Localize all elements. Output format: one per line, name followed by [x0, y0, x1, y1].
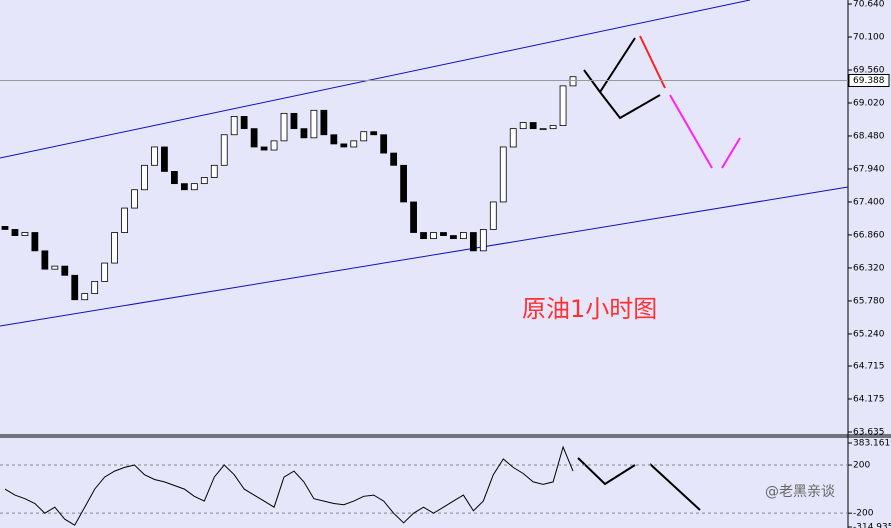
- candle: [180, 183, 188, 191]
- y-tick-label: 70.640: [853, 0, 885, 10]
- candle: [330, 134, 338, 145]
- candle: [161, 146, 168, 172]
- candle: [11, 229, 19, 236]
- candle: [499, 146, 507, 203]
- candle: [300, 128, 308, 139]
- arrows: [577, 35, 741, 511]
- candle: [121, 207, 128, 233]
- y-tick-label: 67.400: [853, 197, 885, 207]
- candle: [101, 262, 109, 282]
- y-tick-label: 65.240: [853, 329, 885, 339]
- candle: [31, 232, 39, 252]
- candle: [230, 116, 238, 136]
- candle: [190, 183, 198, 191]
- last-price-box: [848, 73, 890, 87]
- y-tick-label: 70.100: [853, 32, 885, 42]
- candle: [479, 229, 487, 252]
- candle: [81, 293, 89, 301]
- candle: [340, 143, 348, 148]
- y-tick-label: 66.860: [853, 230, 885, 240]
- candle: [469, 232, 477, 252]
- candle: [420, 232, 427, 240]
- candle: [1, 226, 9, 230]
- candle: [290, 112, 298, 130]
- candle: [21, 232, 29, 236]
- arrow: [721, 137, 741, 169]
- candle: [210, 164, 218, 178]
- candle: [450, 235, 457, 240]
- y-tick-label: 69.020: [853, 98, 885, 108]
- channel-line: [0, 186, 849, 327]
- y-tick-label: 64.715: [853, 362, 885, 372]
- candle: [71, 274, 79, 301]
- y-tick-label: -314.935: [853, 523, 891, 528]
- candle: [141, 164, 148, 191]
- candle: [260, 146, 268, 151]
- candle: [539, 128, 547, 131]
- candle: [380, 134, 388, 154]
- y-tick-label: 383.1619: [853, 439, 891, 449]
- candle: [91, 280, 99, 295]
- candle: [270, 140, 278, 151]
- candle: [529, 122, 537, 130]
- candle: [489, 201, 497, 230]
- y-tick-label: 64.175: [853, 395, 885, 405]
- y-tick-label: 66.320: [853, 263, 885, 273]
- candle: [41, 250, 49, 270]
- y-tick-label: 65.780: [853, 296, 885, 306]
- candle: [171, 171, 178, 185]
- arrow: [599, 37, 636, 93]
- arrow: [669, 94, 713, 169]
- watermark: @老黑亲谈: [765, 484, 835, 500]
- cci-line: [4, 445, 574, 526]
- arrow: [649, 463, 701, 511]
- candle: [350, 140, 358, 148]
- arrow: [639, 35, 666, 89]
- channel-line: [0, 0, 751, 159]
- candle: [440, 232, 447, 236]
- y-tick-label: -200: [853, 509, 874, 519]
- candle: [460, 232, 467, 240]
- y-tick-label: 67.940: [853, 164, 885, 174]
- candle: [310, 109, 318, 139]
- candle: [240, 116, 248, 130]
- candle: [151, 146, 158, 166]
- candle: [200, 177, 208, 185]
- annotation: 原油1小时图: [522, 295, 657, 323]
- y-tick-label: 200: [853, 461, 870, 471]
- candle: [220, 134, 228, 166]
- candle: [559, 85, 567, 126]
- candle: [569, 76, 577, 87]
- candle: [250, 128, 258, 148]
- y-tick-label: 69.560: [853, 65, 885, 75]
- candle: [509, 128, 517, 148]
- candle: [430, 232, 437, 240]
- candle: [549, 125, 557, 130]
- candle: [519, 122, 527, 130]
- y-tick-label: 68.480: [853, 131, 885, 141]
- arrow: [583, 69, 661, 120]
- candle: [360, 131, 368, 142]
- candle: [400, 164, 407, 203]
- candle: [410, 201, 417, 233]
- candle: [61, 265, 69, 276]
- arrow: [577, 457, 636, 486]
- last-price-label: 69.388: [853, 76, 885, 86]
- candle: [280, 112, 288, 142]
- candle: [390, 152, 398, 166]
- candle: [320, 109, 328, 136]
- candle: [370, 131, 378, 136]
- candle: [51, 265, 59, 270]
- candle: [131, 189, 138, 209]
- candle: [111, 232, 118, 264]
- y-tick-label: 63.635: [853, 428, 885, 438]
